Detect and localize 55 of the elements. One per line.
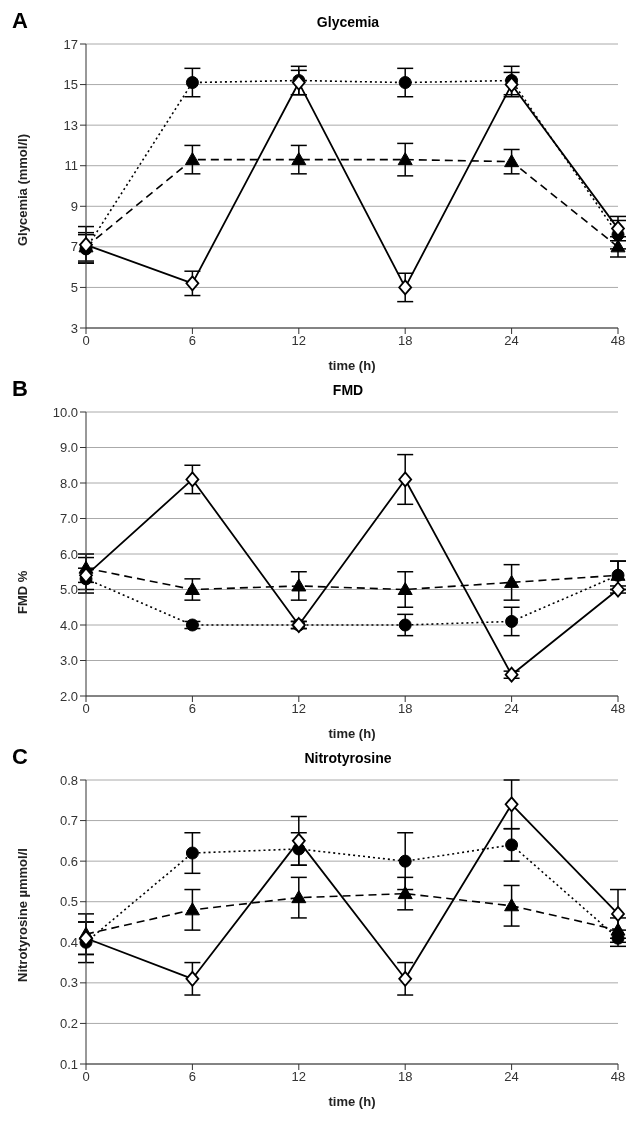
- y-tick-label: 9.0: [59, 440, 78, 456]
- y-axis-title: Glycemia (mmol/l): [14, 134, 30, 246]
- x-tick-label: 24: [504, 333, 519, 349]
- y-tick-label: 5: [70, 280, 78, 296]
- x-tick-label: 0: [82, 701, 90, 717]
- y-tick-label: 0.1: [59, 1056, 78, 1072]
- y-tick-label: 0.6: [59, 853, 78, 869]
- x-tick-label: 6: [188, 701, 197, 717]
- x-tick-label: 48: [610, 701, 626, 717]
- y-tick-label: 7: [70, 239, 78, 255]
- y-tick-label: 0.8: [59, 772, 78, 788]
- x-tick-label: 0: [82, 1069, 90, 1085]
- text: C: [12, 744, 28, 770]
- x-tick-label: 12: [291, 701, 307, 717]
- chart-title: FMD: [332, 382, 364, 398]
- y-tick-label: 5.0: [59, 582, 78, 598]
- y-tick-label: 3.0: [59, 653, 78, 669]
- y-tick-label: 2.0: [59, 688, 78, 704]
- y-tick-label: 11: [64, 158, 78, 174]
- y-tick-label: 13: [63, 117, 78, 133]
- x-tick-label: 18: [397, 1069, 413, 1085]
- y-tick-label: 17: [63, 36, 78, 52]
- chart-title: Nitrotyrosine: [304, 750, 392, 766]
- x-tick-label: 18: [397, 701, 413, 717]
- x-tick-label: 6: [188, 1069, 197, 1085]
- x-tick-label: 48: [610, 1069, 626, 1085]
- x-tick-label: 24: [504, 1069, 519, 1085]
- y-tick-label: 0.2: [59, 1016, 78, 1032]
- y-tick-label: 8.0: [59, 475, 78, 491]
- x-tick-label: 24: [504, 701, 519, 717]
- x-tick-label: 0: [82, 333, 90, 349]
- y-axis-title: Nitrotyrosine µmmol/l: [14, 848, 30, 982]
- x-axis-title: time (h): [328, 358, 376, 373]
- y-tick-label: 0.3: [59, 975, 78, 991]
- text: B: [12, 376, 28, 402]
- y-tick-label: 6.0: [59, 546, 78, 562]
- x-tick-label: 12: [291, 1069, 307, 1085]
- y-tick-label: 9: [70, 198, 78, 214]
- y-tick-label: 0.4: [59, 934, 78, 950]
- y-axis-title: FMD %: [14, 570, 30, 614]
- y-tick-label: 0.7: [59, 813, 78, 829]
- y-tick-label: 7.0: [59, 511, 78, 527]
- x-tick-label: 18: [397, 333, 413, 349]
- y-tick-label: 4.0: [59, 617, 78, 633]
- y-tick-label: 10.0: [52, 404, 78, 420]
- y-tick-label: 0.5: [59, 894, 78, 910]
- x-axis-title: time (h): [328, 726, 376, 741]
- chart-title: Glycemia: [316, 14, 380, 30]
- x-tick-label: 12: [291, 333, 307, 349]
- y-tick-label: 15: [63, 77, 78, 93]
- x-tick-label: 6: [188, 333, 197, 349]
- x-tick-label: 48: [610, 333, 626, 349]
- x-axis-title: time (h): [328, 1094, 376, 1109]
- y-tick-label: 3: [70, 320, 78, 336]
- text: A: [12, 8, 28, 34]
